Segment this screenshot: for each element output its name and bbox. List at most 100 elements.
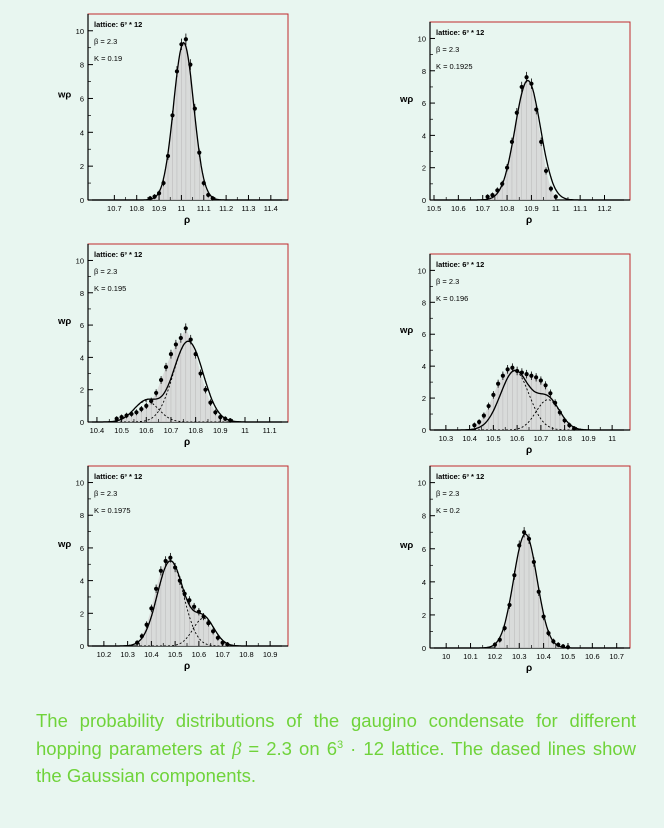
- x-tick-label: 11.1: [573, 204, 587, 213]
- data-point: [228, 418, 233, 423]
- y-tick-label: 0: [80, 418, 84, 427]
- data-point: [548, 186, 554, 191]
- data-point: [193, 352, 198, 357]
- x-tick-label: 10.7: [164, 426, 179, 435]
- data-point: [505, 367, 510, 372]
- histogram-grid: 0 2 4 6 8 10 10.7 10.8 10.9 11 11.1 11.2 11.3 11.4 wρ ρ…: [57, 13, 631, 674]
- data-point: [502, 626, 507, 631]
- data-point: [536, 589, 541, 594]
- data-point: [491, 392, 496, 397]
- data-point: [124, 413, 129, 418]
- x-tick-label: 10.2: [488, 652, 503, 661]
- gaussian-component-1: [92, 560, 282, 647]
- data-point: [509, 139, 515, 144]
- kappa-label: K = 0.1925: [436, 62, 473, 71]
- x-tick-label: 10.8: [557, 434, 572, 443]
- data-point: [158, 568, 163, 573]
- data-point: [497, 637, 502, 642]
- data-point: [534, 107, 539, 112]
- data-point: [534, 375, 539, 380]
- y-tick-label: 4: [422, 362, 426, 371]
- y-tick-label: 10: [76, 27, 84, 36]
- kappa-label: K = 0.196: [436, 294, 468, 303]
- panel-6: 0 2 4 6 8 10 10 10.1 10.2 10.3 10.4 10.5 10.6 10.7 wρ ρ…: [399, 465, 631, 674]
- x-tick-label: 11.1: [263, 426, 277, 435]
- y-tick-label: 2: [422, 611, 426, 620]
- gaussian-component-1: [92, 400, 282, 423]
- x-tick-label: 10.6: [510, 434, 525, 443]
- y-axis-label: wρ: [399, 540, 413, 551]
- data-point: [517, 543, 522, 548]
- data-point: [134, 410, 139, 415]
- caption-part1: The probability distributions of the gau…: [36, 710, 636, 760]
- data-point: [504, 165, 510, 170]
- data-point: [168, 352, 174, 357]
- x-tick-label: 11.1: [197, 204, 211, 213]
- y-tick-label: 6: [80, 321, 84, 330]
- data-point: [182, 591, 187, 596]
- x-tick-label: 10.7: [609, 652, 624, 661]
- data-point: [514, 110, 519, 115]
- kappa-label: K = 0.19: [94, 54, 122, 63]
- histogram-fill: [474, 367, 575, 430]
- data-point: [481, 413, 486, 418]
- data-point: [543, 383, 548, 388]
- x-tick-label: 11.2: [597, 204, 611, 213]
- y-axis-label: wρ: [57, 316, 71, 327]
- lattice-label: lattice: 6³ * 12: [94, 472, 142, 481]
- x-tick-label: 10.4: [144, 650, 159, 659]
- data-point: [524, 75, 529, 80]
- y-tick-label: 10: [418, 479, 426, 488]
- data-point: [203, 387, 208, 392]
- kappa-label: K = 0.195: [94, 284, 126, 293]
- data-point: [192, 604, 197, 609]
- beta-label: β = 2.3: [94, 489, 117, 498]
- data-point: [168, 555, 173, 560]
- y-tick-label: 0: [422, 426, 426, 435]
- data-point: [215, 635, 220, 640]
- data-point: [539, 139, 544, 144]
- data-point: [485, 194, 490, 199]
- x-tick-label: 10.6: [192, 650, 207, 659]
- gaussian-component-2: [434, 399, 624, 431]
- kappa-label: K = 0.2: [436, 506, 460, 515]
- data-point: [196, 609, 201, 614]
- x-tick-label: 11: [178, 204, 186, 213]
- data-point: [495, 188, 500, 193]
- x-tick-label: 10.7: [107, 204, 122, 213]
- data-point: [170, 113, 175, 118]
- x-tick-label: 10: [442, 652, 450, 661]
- data-point: [149, 606, 154, 611]
- y-tick-label: 4: [80, 577, 84, 586]
- lattice-label: lattice: 6³ * 12: [94, 20, 142, 29]
- y-tick-label: 4: [80, 128, 84, 137]
- data-point: [561, 644, 566, 649]
- x-tick-label: 10.4: [462, 434, 477, 443]
- data-point: [144, 622, 149, 627]
- data-point: [490, 193, 495, 198]
- x-tick-label: 10.3: [439, 434, 454, 443]
- data-point: [174, 69, 180, 74]
- data-point: [556, 642, 561, 647]
- y-tick-label: 2: [422, 164, 426, 173]
- x-tick-label: 10.2: [97, 650, 112, 659]
- panel-1: 0 2 4 6 8 10 10.7 10.8 10.9 11 11.1 11.2 11.3 11.4 wρ ρ…: [57, 13, 289, 226]
- data-point: [201, 180, 206, 186]
- data-point: [154, 390, 159, 396]
- beta-label: β = 2.3: [436, 45, 459, 54]
- x-tick-label: 10.3: [512, 652, 527, 661]
- data-point: [173, 565, 178, 570]
- data-point: [201, 614, 206, 619]
- y-tick-label: 8: [80, 61, 84, 70]
- data-point: [163, 364, 169, 370]
- y-axis-label: wρ: [57, 539, 71, 550]
- data-point: [512, 573, 517, 578]
- data-point: [187, 598, 192, 603]
- data-point: [173, 342, 178, 347]
- data-point: [486, 403, 491, 409]
- y-tick-label: 8: [422, 512, 426, 521]
- data-point: [524, 372, 529, 377]
- x-tick-label: 10.5: [114, 426, 129, 435]
- data-point: [192, 106, 197, 111]
- y-tick-label: 8: [422, 67, 426, 76]
